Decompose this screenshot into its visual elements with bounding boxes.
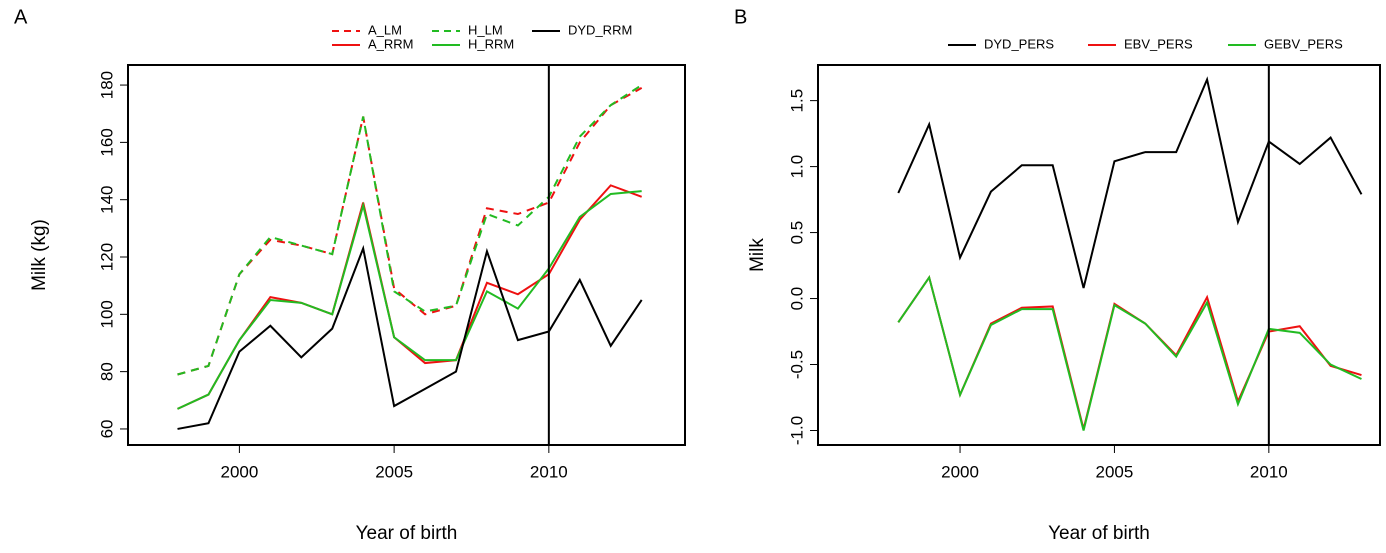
legend-label: GEBV_PERS bbox=[1264, 36, 1343, 51]
data-line bbox=[897, 76, 1363, 289]
plot-frame bbox=[817, 64, 1381, 446]
x-axis-label: Year of birth bbox=[1048, 523, 1150, 544]
y-tick-label: 80 bbox=[97, 362, 116, 381]
data-line bbox=[177, 84, 643, 376]
x-tick-label: 2000 bbox=[941, 462, 979, 481]
y-tick-label: 160 bbox=[97, 128, 116, 156]
y-tick-label: 100 bbox=[97, 300, 116, 328]
data-line bbox=[897, 275, 1362, 431]
y-axis-label: Milk (kg) bbox=[29, 219, 50, 291]
data-line bbox=[177, 184, 643, 410]
x-tick-label: 2005 bbox=[1096, 462, 1134, 481]
panel-label: A bbox=[14, 6, 28, 28]
data-line bbox=[177, 190, 642, 410]
y-tick-label: 0.0 bbox=[787, 287, 806, 311]
legend-label: DYD_PERS bbox=[984, 36, 1054, 51]
legend-label: EBV_PERS bbox=[1124, 36, 1193, 51]
y-tick-label: 0.5 bbox=[787, 221, 806, 245]
x-axis-label: Year of birth bbox=[356, 523, 458, 544]
legend-label: A_LM bbox=[368, 22, 402, 37]
y-tick-label: 1.0 bbox=[787, 155, 806, 179]
x-tick-label: 2000 bbox=[220, 462, 258, 481]
x-tick-label: 2005 bbox=[375, 462, 413, 481]
panel-label: B bbox=[734, 6, 747, 28]
y-tick-label: 180 bbox=[97, 71, 116, 99]
y-tick-label: 120 bbox=[97, 243, 116, 271]
y-tick-label: -0.5 bbox=[787, 350, 806, 379]
y-tick-label: 1.5 bbox=[787, 89, 806, 113]
y-tick-label: 60 bbox=[97, 419, 116, 438]
data-line bbox=[897, 275, 1362, 430]
x-tick-label: 2010 bbox=[530, 462, 568, 481]
x-tick-label: 2010 bbox=[1250, 462, 1288, 481]
y-tick-label: -1.0 bbox=[787, 416, 806, 445]
plot-frame bbox=[127, 64, 686, 446]
legend-label: A_RRM bbox=[368, 36, 414, 51]
legend-label: H_RRM bbox=[468, 36, 514, 51]
y-tick-label: 140 bbox=[97, 186, 116, 214]
data-line bbox=[177, 244, 643, 430]
legend-label: DYD_RRM bbox=[568, 22, 632, 37]
y-axis-label: Milk bbox=[747, 238, 768, 272]
legend-label: H_LM bbox=[468, 22, 503, 37]
